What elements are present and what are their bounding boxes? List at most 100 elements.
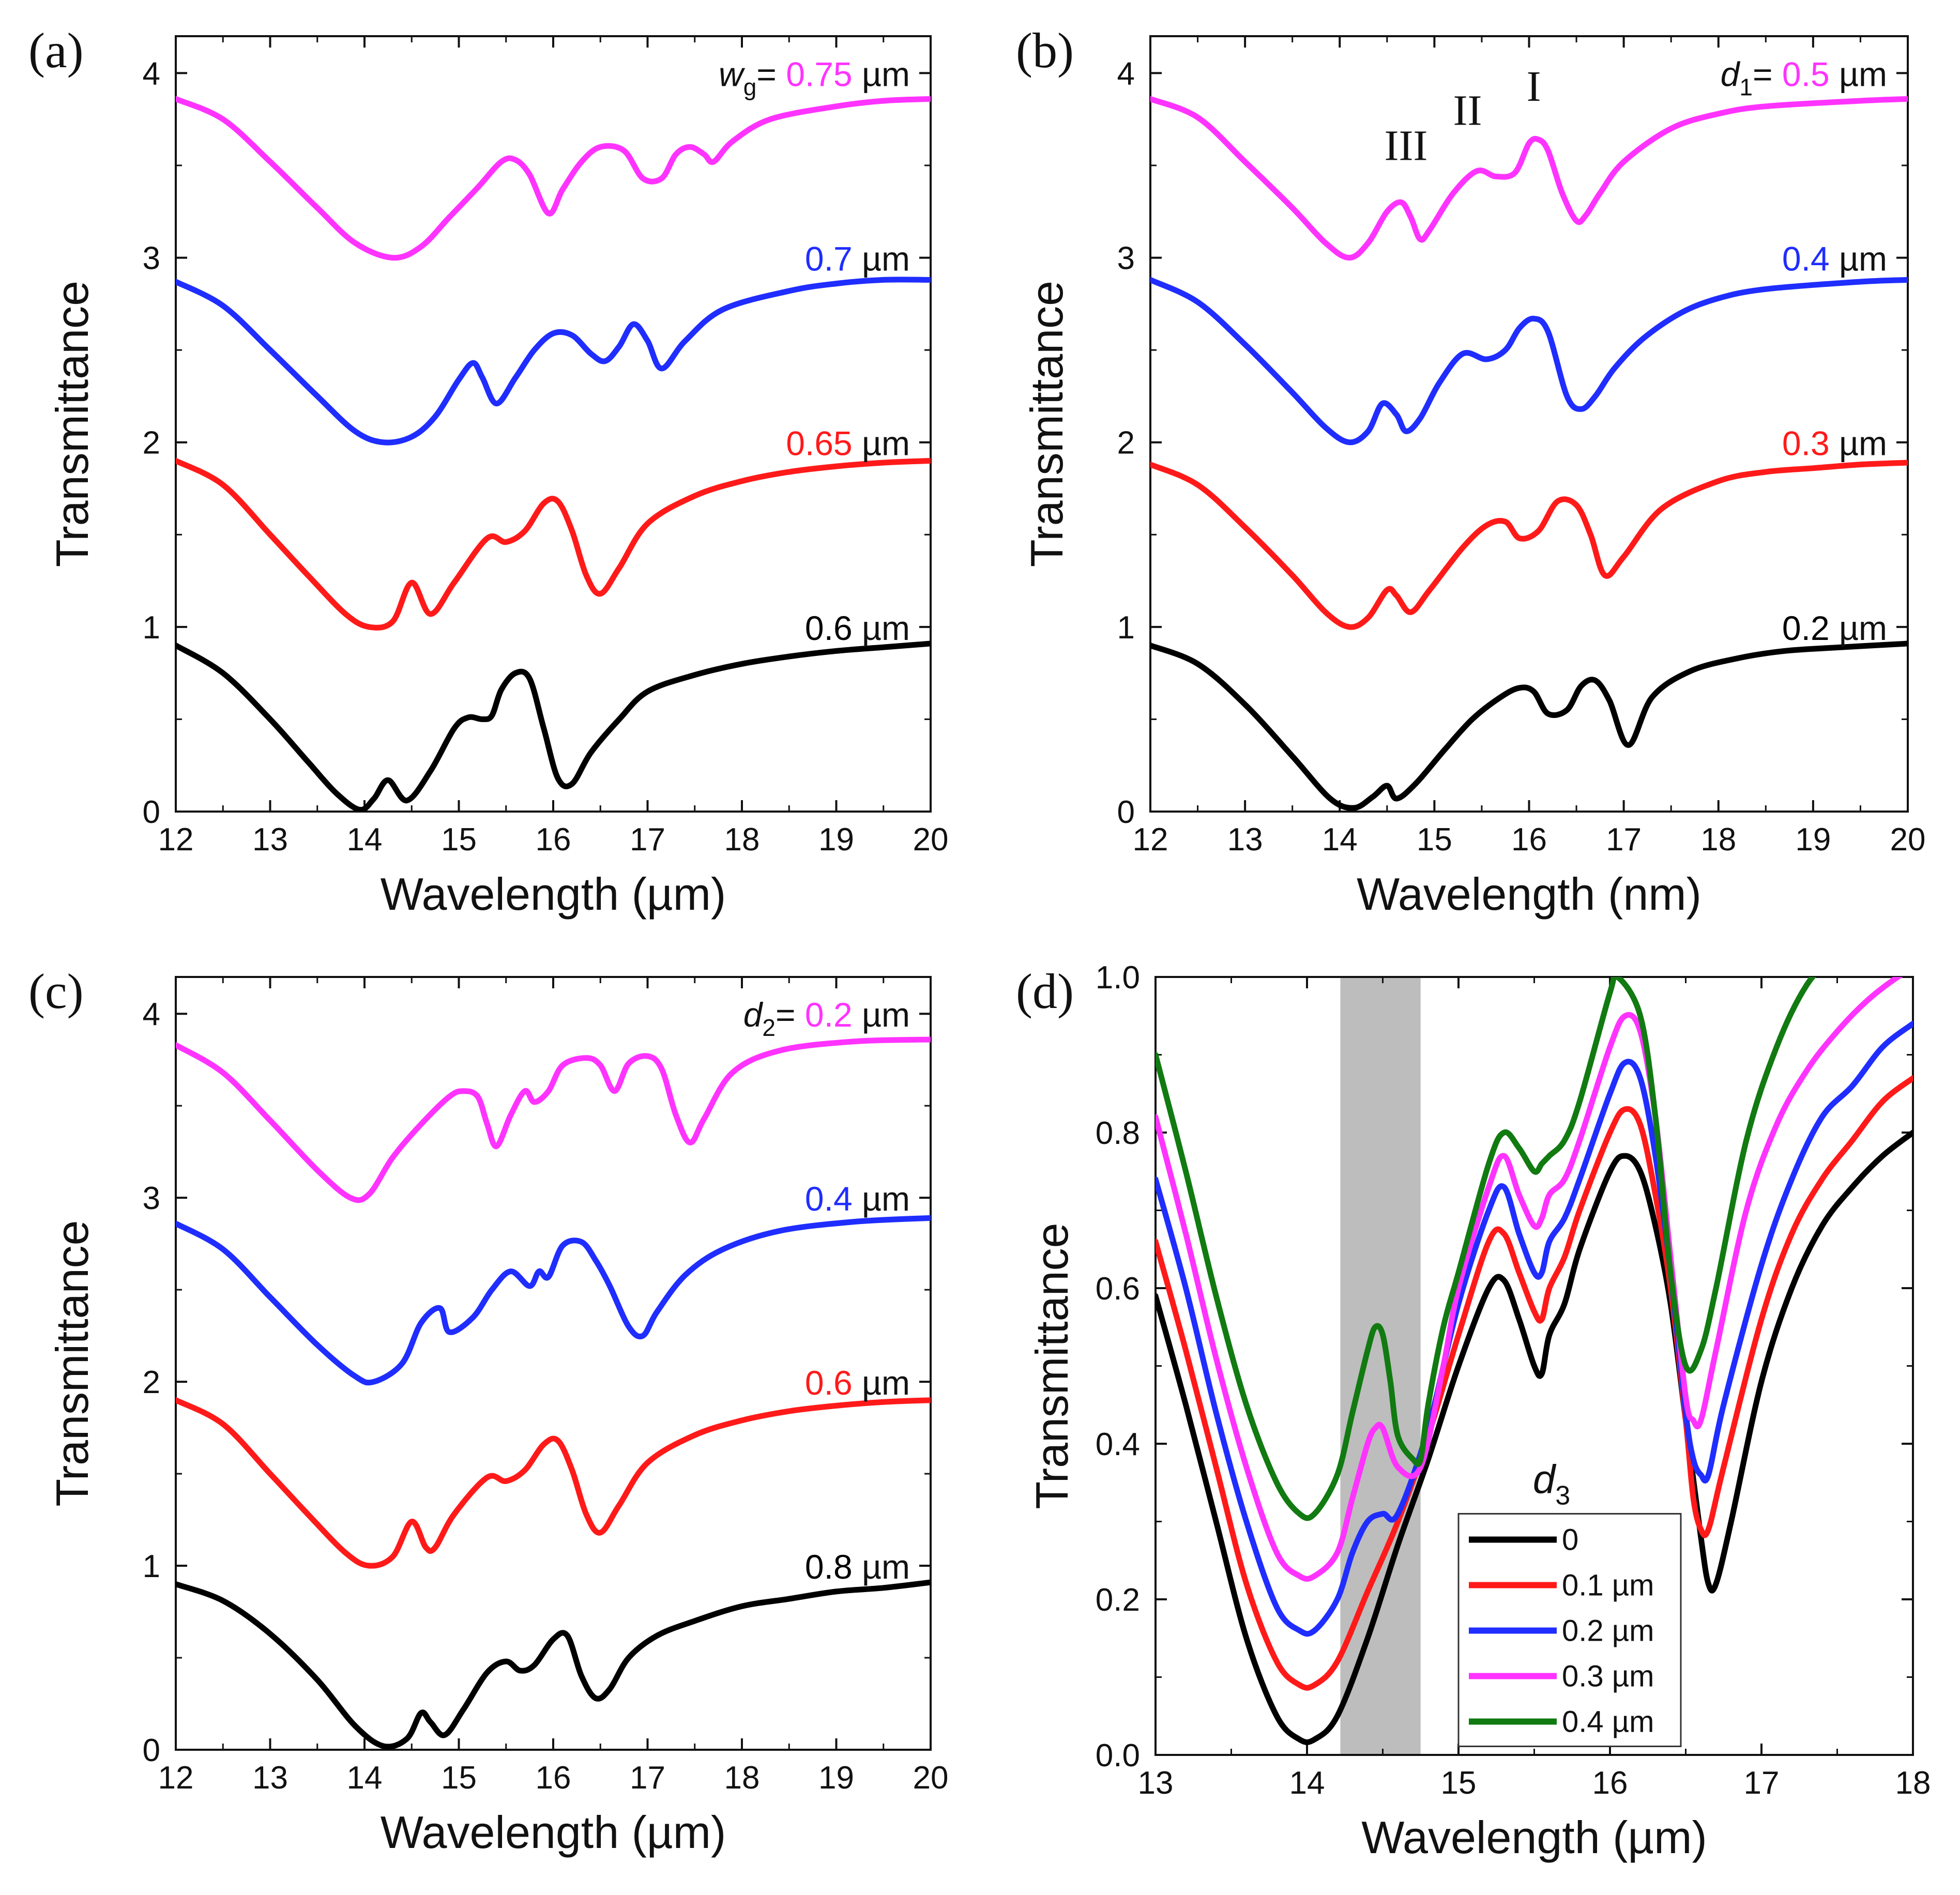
y-tick-label: 4 <box>143 56 160 91</box>
x-tick-label: 17 <box>630 1760 665 1796</box>
x-tick-label: 14 <box>347 1760 383 1796</box>
y-tick-label: 0 <box>143 1733 160 1768</box>
legend-label: 0.1 µm <box>1562 1568 1654 1602</box>
x-tick-label: 19 <box>818 1760 854 1796</box>
y-tick-label: 0 <box>1117 794 1135 830</box>
curve-label-blue: 0.4 µm <box>1782 240 1887 278</box>
curve-value: 0.8 <box>805 1548 853 1586</box>
x-tick-label: 14 <box>1289 1765 1325 1801</box>
y-tick-label: 0.2 <box>1096 1582 1140 1618</box>
y-axis-title: Transmittance <box>47 281 98 567</box>
series-line-green <box>1156 977 1816 1521</box>
y-tick-label: 0 <box>143 794 160 830</box>
y-tick-label: 2 <box>143 425 160 461</box>
y-tick-label: 1 <box>143 610 160 646</box>
panel-label: (b) <box>1016 23 1074 78</box>
x-tick-label: 14 <box>347 822 383 858</box>
y-tick-label: 0.8 <box>1096 1115 1140 1151</box>
x-tick-label: 20 <box>1890 822 1926 858</box>
curve-value: 0.75 <box>786 55 852 93</box>
curve-value: 0.2 <box>1782 609 1830 647</box>
x-tick-label: 12 <box>158 822 194 858</box>
curve-label-black: 0.2 µm <box>1782 609 1887 647</box>
x-tick-label: 12 <box>158 1760 194 1796</box>
x-tick-label: 15 <box>1441 1765 1477 1801</box>
curve-label-blue: 0.7 µm <box>805 240 910 278</box>
y-tick-label: 1 <box>143 1549 160 1584</box>
x-tick-label: 18 <box>724 822 760 858</box>
curve-label-blue: 0.4 µm <box>805 1180 910 1218</box>
y-tick-label: 3 <box>1117 241 1135 277</box>
series-line-magenta <box>176 1036 931 1203</box>
x-tick-label: 16 <box>536 1760 571 1796</box>
x-tick-label: 14 <box>1322 822 1358 858</box>
x-tick-label: 12 <box>1133 822 1168 858</box>
param-name: d <box>743 996 764 1034</box>
x-axis-title: Wavelength (µm) <box>381 1807 726 1858</box>
curve-unit: µm <box>853 424 910 463</box>
series-group <box>1150 96 1908 811</box>
x-axis-title: Wavelength (nm) <box>1357 868 1701 920</box>
curve-value: 0.6 <box>805 1364 853 1402</box>
series-line-blue <box>176 1215 931 1386</box>
x-tick-label: 16 <box>1592 1765 1628 1801</box>
y-tick-label: 2 <box>1117 425 1135 461</box>
x-tick-label: 16 <box>536 822 571 858</box>
y-axis-title: Transmittance <box>1026 1222 1077 1509</box>
param-name: w <box>719 55 746 93</box>
curve-label-magenta: wg= 0.75 µm <box>719 55 910 100</box>
curve-label-red: 0.3 µm <box>1782 424 1887 463</box>
x-tick-label: 13 <box>1227 822 1263 858</box>
panel-label: (a) <box>28 23 84 78</box>
x-tick-label: 13 <box>252 822 288 858</box>
series-line-black <box>176 1579 931 1750</box>
legend-box <box>1457 1512 1682 1747</box>
x-tick-label: 17 <box>1606 822 1642 858</box>
x-tick-label: 13 <box>1138 1765 1174 1801</box>
shaded-band <box>1340 977 1421 1755</box>
legend-label: 0.4 µm <box>1562 1705 1654 1738</box>
series-group <box>176 1036 931 1750</box>
curve-label-red: 0.6 µm <box>805 1364 910 1402</box>
series-line-blue <box>176 277 931 446</box>
curve-unit: µm <box>1830 240 1887 278</box>
curve-value: 0.6 <box>805 609 853 647</box>
mode-annotation: I <box>1527 63 1541 111</box>
curve-unit: µm <box>853 55 910 93</box>
x-tick-label: 19 <box>818 822 854 858</box>
x-tick-label: 20 <box>913 1760 949 1796</box>
param-eq: = <box>776 996 805 1034</box>
series-line-red <box>176 1397 931 1569</box>
curve-unit: µm <box>853 1364 910 1402</box>
series-line-magenta <box>1156 977 1904 1582</box>
curve-unit: µm <box>853 996 910 1034</box>
panel-label: (c) <box>28 964 84 1019</box>
curve-value: 0.4 <box>805 1180 853 1218</box>
series-line-blue <box>1150 277 1908 446</box>
y-axis-title: Transmittance <box>47 1220 98 1506</box>
series-line-red <box>176 457 931 631</box>
curve-unit: µm <box>853 240 910 278</box>
x-tick-label: 17 <box>630 822 665 858</box>
mode-annotation: II <box>1453 86 1482 134</box>
curve-label-magenta: d1= 0.5 µm <box>1721 55 1887 100</box>
legend-title: d3 <box>1533 1456 1570 1510</box>
curve-label-black: 0.6 µm <box>805 609 910 647</box>
curve-value: 0.5 <box>1782 55 1830 93</box>
curve-label-black: 0.8 µm <box>805 1548 910 1586</box>
y-tick-label: 0.4 <box>1096 1427 1140 1462</box>
legend: d3 0 0.1 µm 0.2 µm 0.3 µm 0.4 µm <box>1457 1456 1682 1747</box>
param-eq: = <box>1753 55 1782 93</box>
param-eq: = <box>756 55 786 93</box>
curve-value: 0.4 <box>1782 240 1830 278</box>
x-tick-label: 15 <box>441 1760 477 1796</box>
series-line-magenta <box>176 96 931 261</box>
legend-label: 0.3 µm <box>1562 1659 1654 1693</box>
mode-annotation: III <box>1384 121 1427 170</box>
y-tick-label: 3 <box>143 1181 160 1216</box>
param-name: d <box>1721 55 1741 93</box>
panel-label: (d) <box>1016 964 1074 1019</box>
y-tick-label: 2 <box>143 1365 160 1400</box>
